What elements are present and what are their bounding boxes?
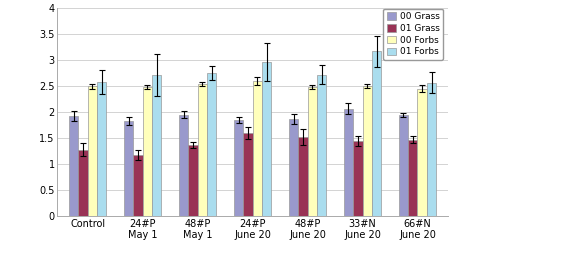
Bar xyxy=(363,86,372,216)
Bar xyxy=(69,116,78,216)
Bar xyxy=(408,140,417,216)
Bar xyxy=(353,141,363,216)
Bar xyxy=(298,137,308,216)
Bar xyxy=(399,115,408,216)
Bar xyxy=(243,133,253,216)
Legend: 00 Grass, 01 Grass, 00 Forbs, 01 Forbs: 00 Grass, 01 Grass, 00 Forbs, 01 Forbs xyxy=(383,9,443,60)
Bar xyxy=(97,82,106,216)
Bar xyxy=(197,84,207,216)
Bar xyxy=(142,87,152,216)
Bar xyxy=(308,87,317,216)
Bar xyxy=(253,81,262,216)
Bar xyxy=(133,155,142,216)
Bar xyxy=(427,83,436,216)
Bar xyxy=(317,75,326,216)
Bar xyxy=(152,75,161,216)
Bar xyxy=(289,119,298,216)
Bar xyxy=(78,150,88,216)
Bar xyxy=(124,121,133,216)
Bar xyxy=(234,120,243,216)
Bar xyxy=(88,86,97,216)
Bar xyxy=(344,109,353,216)
Bar xyxy=(262,62,272,216)
Bar xyxy=(207,73,216,216)
Bar xyxy=(372,52,381,216)
Bar xyxy=(179,115,188,216)
Bar xyxy=(188,145,197,216)
Bar xyxy=(417,89,427,216)
